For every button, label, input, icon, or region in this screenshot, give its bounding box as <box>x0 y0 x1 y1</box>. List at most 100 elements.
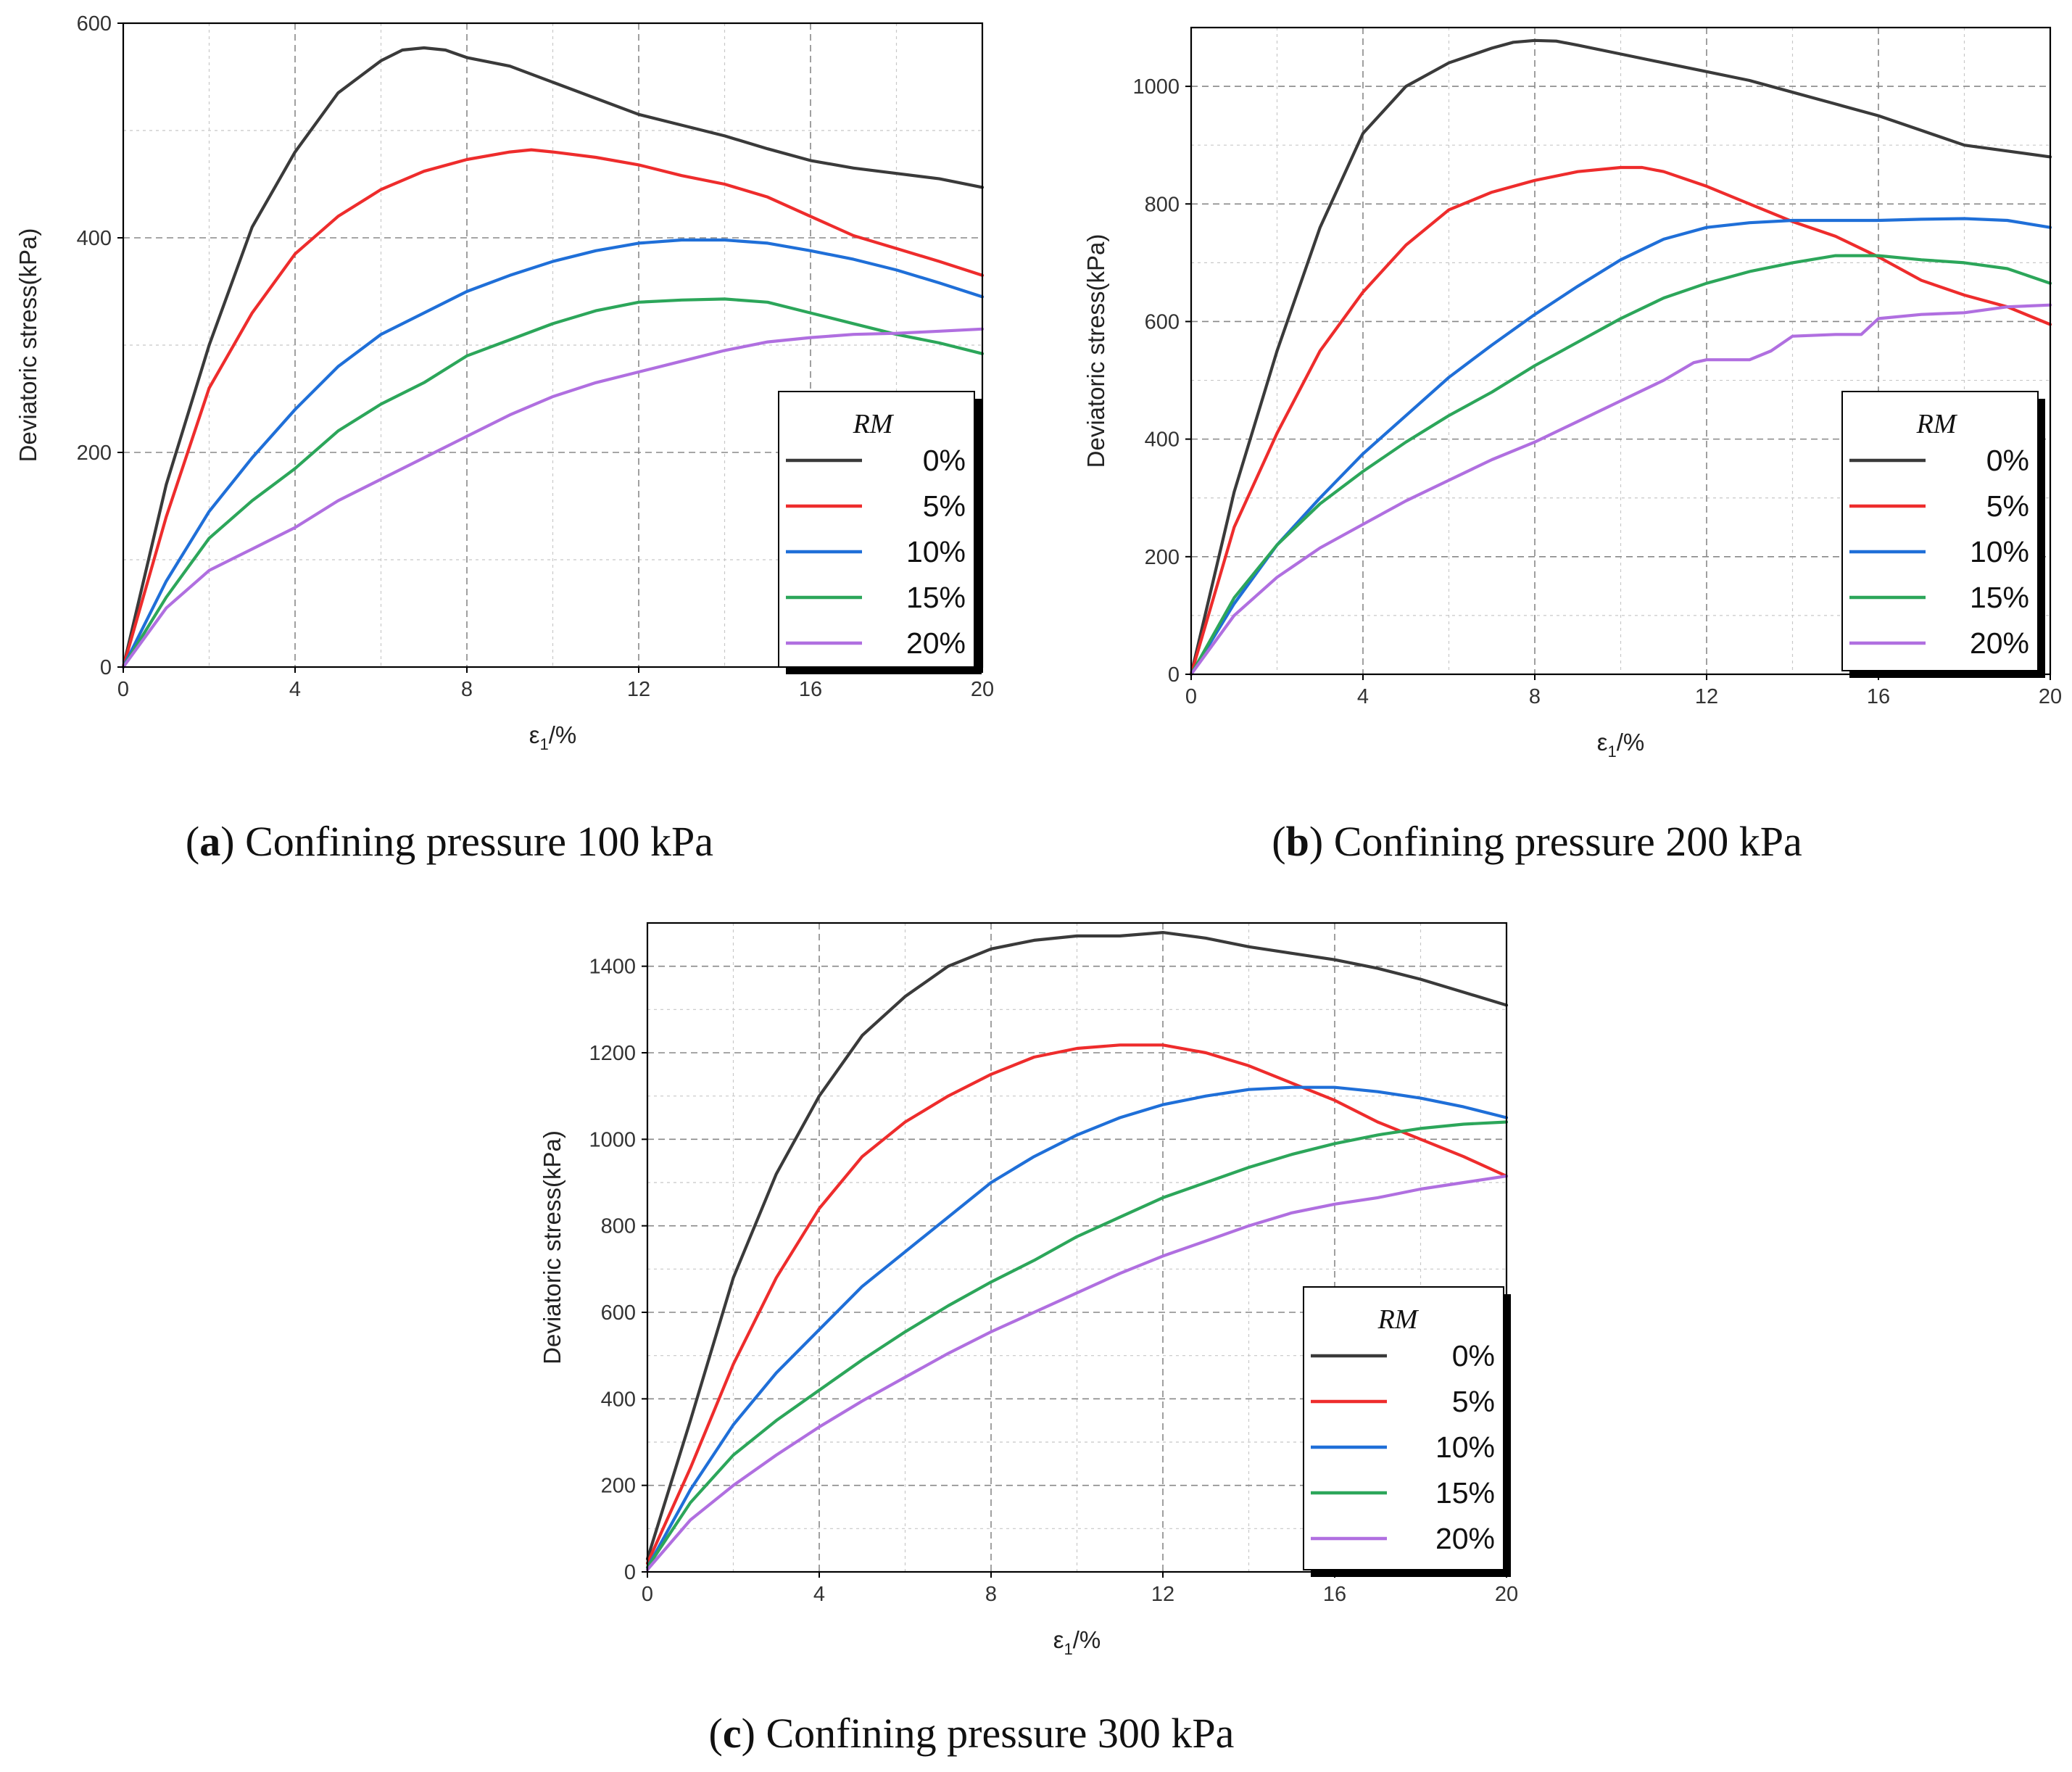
legend-label: 20% <box>906 626 966 660</box>
legend: RM 0% 5% 10% 15% 20% <box>1303 1286 1511 1577</box>
series-line-0pct <box>1189 38 2052 676</box>
series-line-0pct <box>121 46 985 669</box>
x-tick-label: 20 <box>1495 1583 1518 1606</box>
x-tick-label: 20 <box>971 678 994 701</box>
series-line-5pct <box>645 1043 1509 1565</box>
legend-label: 15% <box>906 581 966 614</box>
x-tick-label: 4 <box>1357 685 1369 708</box>
x-tick-label: 8 <box>985 1583 997 1606</box>
y-axis-title: Deviatoric stress(kPa) <box>1082 234 1109 468</box>
legend-label: 0% <box>1452 1339 1495 1373</box>
series-line-20pct <box>121 327 985 669</box>
series-line-10pct <box>1189 217 2052 676</box>
y-tick-label: 0 <box>1168 663 1180 687</box>
x-tick-label: 12 <box>1695 685 1718 708</box>
series-line-20pct <box>1189 303 2052 676</box>
series-group <box>1189 38 2052 676</box>
chart-panel-c: 0 4 8 12 16 20 0 200 400 600 800 1000 1200 1400 ε1/% De… <box>522 906 1559 1772</box>
legend-label: 5% <box>1986 489 2029 523</box>
series-group <box>121 46 985 669</box>
x-tick-label: 4 <box>289 678 301 701</box>
x-axis: 0 4 8 12 16 20 <box>1185 674 2062 708</box>
x-tick-label: 0 <box>1185 685 1197 708</box>
y-axis-title: Deviatoric stress(kPa) <box>539 1130 565 1365</box>
legend-title: RM <box>1377 1304 1420 1335</box>
y-tick-label: 400 <box>601 1388 636 1411</box>
chart-panel-b: 0 4 8 12 16 20 0 200 400 600 800 1000 ε1/% Deviatoric… <box>1058 0 2072 877</box>
panel-caption: (c) Confining pressure 300 kPa <box>709 1710 1235 1757</box>
y-tick-label: 600 <box>601 1301 636 1325</box>
legend-label: 0% <box>1986 444 2029 477</box>
legend-label: 5% <box>923 489 966 523</box>
legend-box <box>1841 391 2039 671</box>
x-tick-label: 8 <box>1529 685 1541 708</box>
y-axis: 0 200 400 600 800 1000 1200 1400 <box>589 956 647 1584</box>
y-tick-label: 200 <box>1145 546 1180 569</box>
legend-label: 0% <box>923 444 966 477</box>
x-tick-label: 4 <box>813 1583 825 1606</box>
x-tick-label: 16 <box>1323 1583 1346 1606</box>
minor-grid <box>123 23 982 667</box>
x-axis: 0 4 8 12 16 20 <box>117 667 994 701</box>
legend-label: 10% <box>1435 1431 1495 1464</box>
x-tick-label: 20 <box>2039 685 2062 708</box>
plot-frame <box>122 22 984 668</box>
y-tick-label: 200 <box>77 442 112 465</box>
series-line-0pct <box>645 931 1509 1561</box>
legend-box <box>1303 1286 1504 1570</box>
y-axis: 0 200 400 600 <box>77 12 123 679</box>
series-line-5pct <box>121 148 985 669</box>
y-axis-title: Deviatoric stress(kPa) <box>14 228 41 463</box>
legend-label: 15% <box>1435 1476 1495 1510</box>
series-line-20pct <box>645 1175 1509 1572</box>
x-tick-label: 16 <box>1867 685 1890 708</box>
y-tick-label: 400 <box>77 227 112 250</box>
y-tick-label: 600 <box>1145 310 1180 334</box>
y-tick-label: 200 <box>601 1475 636 1498</box>
x-axis: 0 4 8 12 16 20 <box>642 1572 1518 1606</box>
x-tick-label: 12 <box>1151 1583 1174 1606</box>
y-tick-label: 1200 <box>589 1042 636 1065</box>
legend-title: RM <box>1916 409 1958 439</box>
y-tick-label: 1000 <box>589 1128 636 1151</box>
legend-label: 15% <box>1970 581 2029 614</box>
major-grid <box>647 923 1507 1572</box>
y-tick-label: 0 <box>624 1561 636 1584</box>
legend-box <box>778 391 975 668</box>
plot-frame <box>1190 26 2052 676</box>
legend-label: 10% <box>1970 535 2029 568</box>
major-grid <box>123 23 982 667</box>
y-tick-label: 0 <box>100 656 112 679</box>
chart-c: 0 4 8 12 16 200200400600800100012001400ε1/%De… <box>539 922 1518 1757</box>
legend-label: 20% <box>1435 1522 1495 1555</box>
legend-label: 20% <box>1970 626 2029 660</box>
x-axis-title: ε1/% <box>1597 729 1644 761</box>
y-tick-label: 800 <box>601 1215 636 1238</box>
panel-caption: (b) Confining pressure 200 kPa <box>1272 818 1802 865</box>
y-axis: 0 200 400 600 800 1000 <box>1132 75 1191 687</box>
x-tick-label: 8 <box>461 678 473 701</box>
legend-title: RM <box>853 409 895 439</box>
x-tick-label: 16 <box>799 678 822 701</box>
legend-label: 5% <box>1452 1385 1495 1418</box>
series-line-15pct <box>1189 254 2052 676</box>
y-tick-label: 400 <box>1145 428 1180 452</box>
y-tick-label: 1400 <box>589 956 636 979</box>
series-group <box>645 931 1509 1572</box>
chart-panel-a: 0 4 8 12 16 20 0 200 400 600 ε1/% Deviatoric stress… <box>0 0 1029 877</box>
x-tick-label: 0 <box>117 678 129 701</box>
series-line-15pct <box>645 1120 1509 1570</box>
series-line-10pct <box>121 238 985 669</box>
x-axis-title: ε1/% <box>1053 1626 1101 1658</box>
legend: RM 0% 5% 10% 15% 20% <box>778 391 982 674</box>
x-tick-label: 0 <box>642 1583 653 1606</box>
legend: RM 0% 5% 10% 15% 20% <box>1841 391 2045 678</box>
series-line-5pct <box>1189 165 2052 676</box>
y-tick-label: 800 <box>1145 193 1180 216</box>
x-axis-title: ε1/% <box>529 721 576 753</box>
x-tick-label: 12 <box>627 678 650 701</box>
plot-frame <box>646 922 1508 1573</box>
y-tick-label: 600 <box>77 12 112 36</box>
series-line-10pct <box>645 1085 1509 1570</box>
